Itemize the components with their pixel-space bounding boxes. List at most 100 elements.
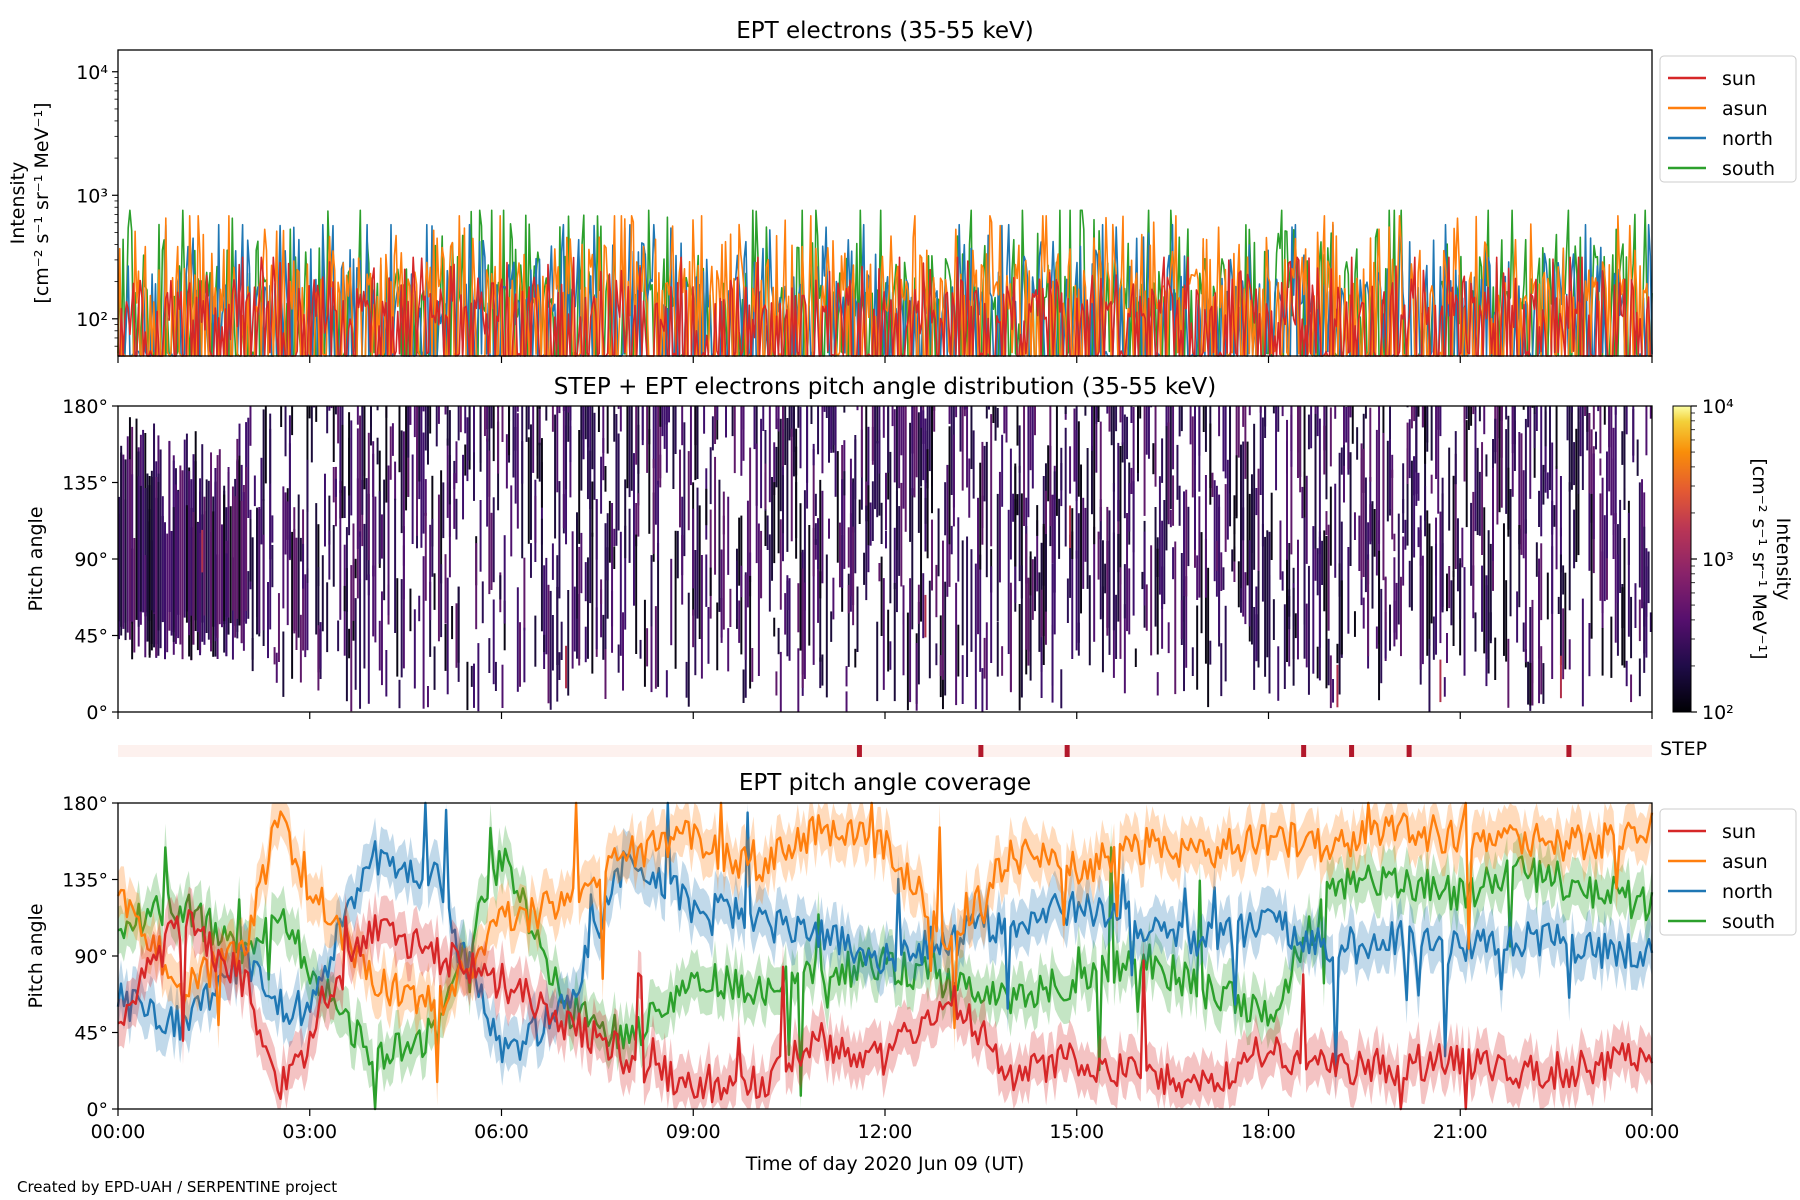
heatmap-cell bbox=[306, 406, 309, 512]
heatmap-cell bbox=[558, 652, 561, 680]
heatmap-cell bbox=[203, 496, 206, 616]
heatmap-cell bbox=[545, 557, 548, 655]
heatmap-cell bbox=[1417, 406, 1420, 417]
heatmap-cell bbox=[196, 522, 199, 633]
heatmap-cell bbox=[264, 406, 267, 484]
heatmap-cell bbox=[328, 530, 331, 580]
heatmap-cell bbox=[1119, 406, 1122, 423]
heatmap-cell bbox=[1588, 413, 1591, 494]
panel1-ylabel-line1: Intensity bbox=[7, 162, 29, 245]
heatmap-cell bbox=[981, 441, 984, 545]
heatmap-cell bbox=[1115, 594, 1118, 659]
heatmap-cell bbox=[571, 531, 574, 669]
heatmap-cell bbox=[714, 406, 717, 444]
heatmap-cell bbox=[1562, 608, 1565, 680]
heatmap-cell bbox=[1520, 433, 1523, 555]
heatmap-cell bbox=[959, 406, 962, 452]
heatmap-cell bbox=[611, 503, 614, 653]
heatmap-cell bbox=[979, 462, 982, 570]
heatmap-cell bbox=[1540, 646, 1543, 695]
heatmap-cell bbox=[1511, 406, 1514, 454]
heatmap-cell bbox=[1233, 517, 1236, 562]
heatmap-cell bbox=[1121, 442, 1124, 463]
heatmap-cell bbox=[1347, 406, 1350, 470]
x-tick-label: 00:00 bbox=[1625, 1121, 1680, 1143]
heatmap-cell bbox=[731, 406, 734, 437]
heatmap-cell bbox=[1257, 571, 1260, 668]
heatmap-cell bbox=[898, 406, 901, 489]
heatmap-cell bbox=[694, 550, 697, 676]
heatmap-cell bbox=[291, 406, 294, 436]
heatmap-cell bbox=[955, 582, 958, 706]
heatmap-cell bbox=[1082, 497, 1085, 589]
heatmap-cell bbox=[948, 426, 951, 545]
heatmap-cell bbox=[782, 406, 784, 467]
heatmap-cell bbox=[1546, 472, 1549, 499]
heatmap-cell bbox=[1483, 507, 1486, 654]
heatmap-cell bbox=[473, 452, 475, 501]
heatmap-cell bbox=[477, 643, 480, 712]
heatmap-cell bbox=[1492, 467, 1494, 561]
heatmap-cell bbox=[131, 474, 134, 622]
heatmap-cell bbox=[376, 406, 379, 411]
heatmap-cell bbox=[1323, 530, 1326, 612]
heatmap-cell bbox=[337, 620, 340, 652]
heatmap-cell bbox=[334, 406, 337, 415]
heatmap-cell bbox=[1364, 406, 1367, 419]
heatmap-cell bbox=[902, 612, 905, 676]
heatmap-cell bbox=[786, 418, 789, 552]
heatmap-cell bbox=[1588, 623, 1591, 677]
heatmap-cell bbox=[832, 577, 835, 620]
heatmap-cell bbox=[1603, 406, 1606, 425]
heatmap-cell bbox=[418, 595, 421, 622]
heatmap-cell bbox=[893, 409, 896, 483]
heatmap-cell bbox=[1275, 406, 1278, 491]
heatmap-cell bbox=[291, 531, 294, 679]
heatmap-cell bbox=[560, 621, 563, 660]
heatmap-cell bbox=[814, 493, 817, 516]
heatmap-cell bbox=[238, 455, 241, 626]
heatmap-cell bbox=[1029, 556, 1032, 681]
y-tick-label: 10³ bbox=[76, 185, 108, 207]
heatmap-cell bbox=[1224, 484, 1227, 552]
heatmap-cell bbox=[418, 406, 421, 482]
heatmap-cell bbox=[1358, 515, 1361, 571]
heatmap-cell bbox=[950, 525, 953, 555]
heatmap-cell bbox=[1163, 500, 1166, 605]
heatmap-cell bbox=[183, 439, 186, 618]
heatmap-cell bbox=[1049, 406, 1052, 527]
panel3-ylabel: Pitch angle bbox=[25, 903, 47, 1008]
heatmap-cell bbox=[797, 583, 800, 633]
heatmap-cell bbox=[1454, 431, 1457, 485]
heatmap-cell bbox=[663, 406, 666, 449]
heatmap-cell bbox=[323, 473, 326, 547]
heatmap-cell bbox=[1472, 406, 1475, 415]
heatmap-cell bbox=[801, 568, 804, 688]
heatmap-cell bbox=[944, 581, 947, 696]
heatmap-cell bbox=[297, 494, 300, 638]
heatmap-cell bbox=[970, 406, 973, 469]
heatmap-cell bbox=[985, 622, 988, 710]
heatmap-cell bbox=[876, 621, 879, 702]
heatmap-cell bbox=[1408, 419, 1411, 479]
heatmap-cell bbox=[830, 611, 833, 642]
heatmap-cell bbox=[966, 406, 969, 488]
heatmap-cell-hot bbox=[201, 529, 204, 573]
heatmap-cell bbox=[1161, 438, 1164, 483]
heatmap-cell bbox=[1564, 572, 1567, 670]
heatmap-cell bbox=[394, 498, 397, 633]
heatmap-cell bbox=[1601, 628, 1604, 676]
heatmap-cell bbox=[1215, 540, 1218, 571]
heatmap-cell bbox=[799, 503, 802, 651]
heatmap-cell bbox=[795, 482, 798, 539]
heatmap-cell bbox=[1318, 536, 1321, 681]
heatmap-cell bbox=[617, 644, 620, 673]
heatmap-cell bbox=[797, 648, 800, 712]
heatmap-cell bbox=[1393, 557, 1396, 647]
heatmap-cell bbox=[926, 406, 929, 489]
heatmap-cell bbox=[1117, 442, 1120, 522]
heatmap-cell-hot bbox=[1439, 659, 1442, 703]
heatmap-cell bbox=[332, 467, 335, 503]
heatmap-cell bbox=[1318, 418, 1321, 555]
